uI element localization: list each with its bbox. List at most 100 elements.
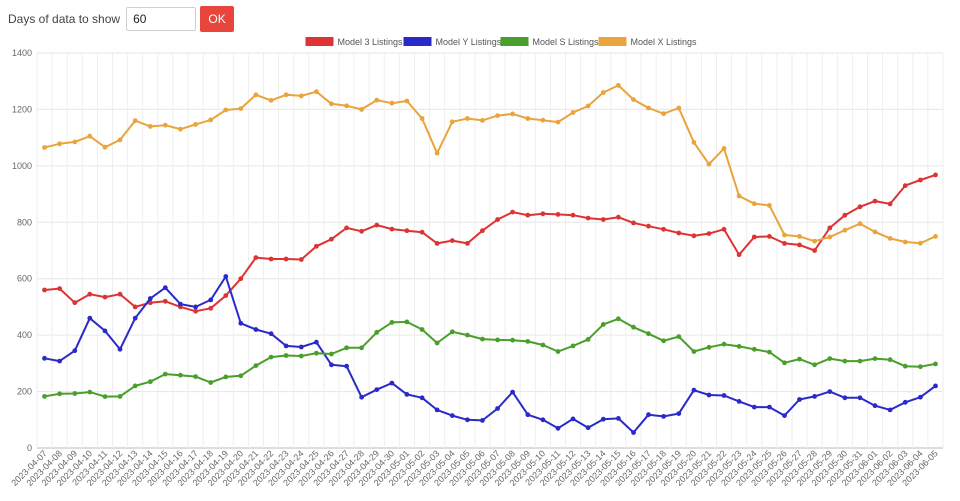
data-point[interactable] [782,413,787,418]
data-point[interactable] [857,221,863,227]
data-point[interactable] [525,339,531,344]
data-point[interactable] [117,291,123,297]
data-point[interactable] [268,98,274,103]
data-point[interactable] [449,413,455,418]
data-point[interactable] [600,90,606,95]
data-point[interactable] [404,319,410,325]
data-point[interactable] [555,212,561,217]
data-point[interactable] [661,414,666,419]
data-point[interactable] [631,324,636,330]
data-point[interactable] [72,300,78,306]
data-point[interactable] [480,336,485,342]
data-point[interactable] [449,329,455,335]
data-point[interactable] [329,351,334,357]
data-point[interactable] [283,353,289,358]
data-point[interactable] [434,340,440,346]
data-point[interactable] [767,404,772,410]
data-point[interactable] [812,248,817,253]
data-point[interactable] [902,399,908,405]
data-point[interactable] [374,97,380,103]
data-point[interactable] [495,217,500,222]
data-point[interactable] [842,395,848,401]
data-point[interactable] [57,358,62,364]
data-point[interactable] [887,201,893,207]
data-point[interactable] [736,193,742,199]
data-point[interactable] [570,343,576,349]
data-point[interactable] [857,204,863,210]
data-point[interactable] [57,141,62,147]
data-point[interactable] [344,103,349,109]
data-point[interactable] [661,111,666,117]
data-point[interactable] [132,118,138,124]
data-point[interactable] [404,98,410,104]
data-point[interactable] [646,223,651,229]
data-point[interactable] [676,411,682,416]
data-point[interactable] [253,363,259,368]
data-point[interactable] [721,393,727,398]
data-point[interactable] [147,296,153,301]
data-point[interactable] [751,404,757,410]
data-point[interactable] [132,383,138,389]
data-point[interactable] [676,334,682,339]
data-point[interactable] [872,229,878,235]
data-point[interactable] [162,371,168,377]
data-point[interactable] [540,211,546,217]
data-point[interactable] [902,239,908,245]
data-point[interactable] [72,391,78,396]
data-point[interactable] [298,353,304,359]
data-point[interactable] [616,416,621,421]
data-point[interactable] [359,228,364,234]
data-point[interactable] [253,92,259,98]
data-point[interactable] [314,350,319,356]
data-point[interactable] [540,417,546,423]
data-point[interactable] [42,287,47,293]
data-point[interactable] [706,231,712,237]
data-point[interactable] [223,293,229,298]
data-point[interactable] [283,343,289,349]
data-point[interactable] [42,394,47,399]
data-point[interactable] [162,298,168,304]
data-point[interactable] [555,349,561,354]
data-point[interactable] [57,286,62,291]
data-point[interactable] [585,103,591,109]
data-point[interactable] [600,416,606,422]
data-point[interactable] [283,92,289,98]
data-point[interactable] [751,346,757,352]
data-point[interactable] [419,229,425,235]
data-point[interactable] [117,137,123,143]
data-point[interactable] [661,226,666,232]
legend-item[interactable]: Model X Listings [598,37,698,47]
data-point[interactable] [404,392,410,397]
data-point[interactable] [721,146,727,151]
data-point[interactable] [208,305,214,311]
data-point[interactable] [918,240,923,246]
days-input[interactable] [126,7,197,31]
data-point[interactable] [646,105,651,111]
data-point[interactable] [918,177,923,183]
data-point[interactable] [585,425,591,431]
data-point[interactable] [314,243,319,249]
data-point[interactable] [767,234,772,239]
data-point[interactable] [510,111,515,117]
data-point[interactable] [510,209,515,215]
data-point[interactable] [208,117,214,123]
data-point[interactable] [872,198,878,204]
data-point[interactable] [555,119,561,125]
data-point[interactable] [555,425,561,431]
data-point[interactable] [117,394,123,399]
data-point[interactable] [887,236,893,241]
data-point[interactable] [132,304,138,310]
data-point[interactable] [767,203,772,208]
data-point[interactable] [268,331,274,337]
data-point[interactable] [782,232,787,238]
data-point[interactable] [933,383,938,389]
data-point[interactable] [434,150,440,156]
data-point[interactable] [706,392,712,398]
data-point[interactable] [298,93,304,99]
data-point[interactable] [631,97,636,102]
data-point[interactable] [495,113,500,118]
data-point[interactable] [102,328,108,334]
data-point[interactable] [480,118,485,123]
data-point[interactable] [570,110,576,115]
data-point[interactable] [570,416,576,422]
